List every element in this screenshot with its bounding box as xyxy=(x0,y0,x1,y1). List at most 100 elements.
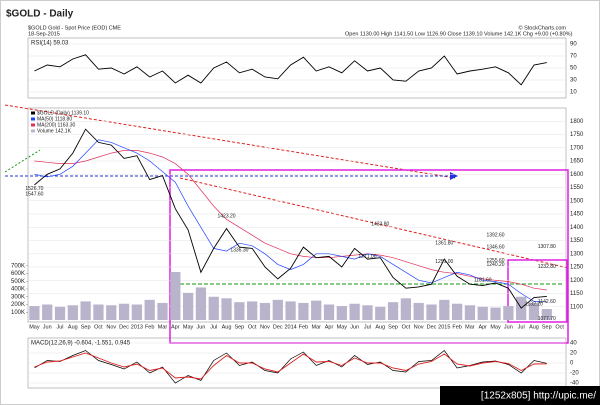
x-tick-label: May xyxy=(490,324,501,330)
y-tick-label: 1150 xyxy=(570,291,584,297)
x-tick-label: Feb xyxy=(299,324,308,330)
x-tick-label: Apr xyxy=(171,324,180,330)
x-tick-label: Feb xyxy=(145,324,154,330)
volume-bar xyxy=(54,306,66,320)
x-tick-label: Aug xyxy=(68,324,78,330)
price-annotation: 1271.00 xyxy=(358,254,376,260)
x-tick-label: Sep xyxy=(542,324,552,330)
panel-title: RSI(14) 59.03 xyxy=(31,41,69,47)
x-tick-label: Dec xyxy=(427,324,437,330)
series-line xyxy=(34,352,547,380)
x-tick-label: Jul xyxy=(518,324,525,330)
price-annotation: 1547.60 xyxy=(25,191,43,197)
y-tick-label: 90 xyxy=(570,42,577,48)
price-frame xyxy=(27,107,567,323)
volume-bar xyxy=(477,306,488,320)
legend-swatch xyxy=(31,129,35,133)
y2-tick-label: 400K xyxy=(11,287,25,293)
x-tick-label: Apr xyxy=(478,324,487,330)
title: $GOLD - Daily xyxy=(6,9,74,20)
volume-bar xyxy=(195,287,207,320)
trend-line xyxy=(179,177,569,269)
y-tick-label: 1200 xyxy=(570,278,584,284)
x-tick-label: Feb xyxy=(452,324,461,330)
price-annotation: 1526.70 xyxy=(25,186,43,192)
y-tick-label: 1350 xyxy=(570,238,584,244)
price-annotation: 1307.80 xyxy=(538,244,556,250)
x-tick-label: May xyxy=(183,324,194,330)
series-line xyxy=(34,54,547,86)
y-tick-label: 1550 xyxy=(570,185,584,191)
legend-swatch xyxy=(31,117,35,121)
y-tick-label: 70 xyxy=(570,54,577,60)
volume-bar xyxy=(413,302,424,320)
x-tick-label: 2015 xyxy=(438,324,450,330)
volume-bar xyxy=(29,306,40,320)
volume-bar xyxy=(541,308,552,320)
credit: © StockCharts.com xyxy=(519,24,567,31)
volume-bar xyxy=(234,302,245,320)
volume-bar xyxy=(439,299,450,320)
x-tick-label: Nov xyxy=(106,324,116,330)
series-line xyxy=(34,350,547,384)
legend-entry: MA(200) 1163.30 xyxy=(37,122,75,128)
x-tick-label: Jul xyxy=(210,324,217,330)
y-tick-label: 1650 xyxy=(570,159,584,165)
highlight-box xyxy=(507,259,568,323)
volume-bar xyxy=(106,305,117,320)
price-annotation: 1077.70 xyxy=(538,316,556,322)
y-tick-label: 1750 xyxy=(570,132,584,138)
x-tick-label: Jun xyxy=(504,324,513,330)
series-line xyxy=(34,139,547,303)
volume-bar xyxy=(182,292,194,320)
x-tick-label: Jun xyxy=(196,324,205,330)
date: 18-Sep-2015 xyxy=(28,31,60,37)
price-annotation: 1423.20 xyxy=(218,213,236,219)
x-tick-label: Nov xyxy=(414,324,424,330)
volume-bar xyxy=(400,298,412,320)
volume-bar xyxy=(490,307,501,320)
volume-bar xyxy=(311,300,322,320)
x-tick-label: Jun xyxy=(43,324,52,330)
y-tick-label: 30 xyxy=(570,78,577,84)
volume-bar xyxy=(298,302,309,320)
volume-bar xyxy=(349,303,360,320)
y2-tick-label: 200K xyxy=(11,302,25,308)
volume-bar xyxy=(247,301,258,320)
price-annotation: 1433.80 xyxy=(371,222,389,228)
legend-entry: $GOLD (Daily) 1139.10 xyxy=(37,110,89,116)
x-tick-label: 2013 xyxy=(131,324,143,330)
x-tick-label: Mar xyxy=(465,324,475,330)
y-tick-label: 20 xyxy=(570,351,577,357)
footer: [1252x805] http://upic.me/ xyxy=(481,391,596,402)
price-annotation: 1240.20 xyxy=(487,262,505,268)
legend-swatch xyxy=(31,123,35,127)
x-tick-label: Jul xyxy=(364,324,371,330)
y2-tick-label: 600K xyxy=(11,271,25,277)
price-annotation: 1255.60 xyxy=(487,258,505,264)
price-annotation: 1251.00 xyxy=(435,259,453,265)
series-line xyxy=(34,150,547,291)
x-tick-label: Apr xyxy=(325,324,334,330)
price-annotation: 1336.30 xyxy=(230,247,248,253)
x-tick-label: Nov xyxy=(260,324,270,330)
volume-bar xyxy=(503,306,514,320)
x-tick-label: May xyxy=(29,324,40,330)
y-tick-label: 1700 xyxy=(570,145,584,151)
volume-bar xyxy=(93,304,104,320)
x-tick-label: Mar xyxy=(158,324,168,330)
y-tick-label: 1400 xyxy=(570,225,584,231)
x-tick-label: Oct xyxy=(402,324,411,330)
volume-bar xyxy=(42,304,53,320)
volume-bar xyxy=(362,305,373,320)
y2-tick-label: 500K xyxy=(11,279,25,285)
volume-bar xyxy=(67,305,78,320)
price-annotation: 1232.80 xyxy=(538,264,556,270)
y-tick-label: 1300 xyxy=(570,251,584,257)
volume-bar xyxy=(131,304,143,320)
series-line xyxy=(34,128,547,309)
legend-entry: Volume 142.1K xyxy=(37,128,72,134)
volume-bar xyxy=(464,305,476,320)
y-tick-label: 1800 xyxy=(570,119,584,125)
